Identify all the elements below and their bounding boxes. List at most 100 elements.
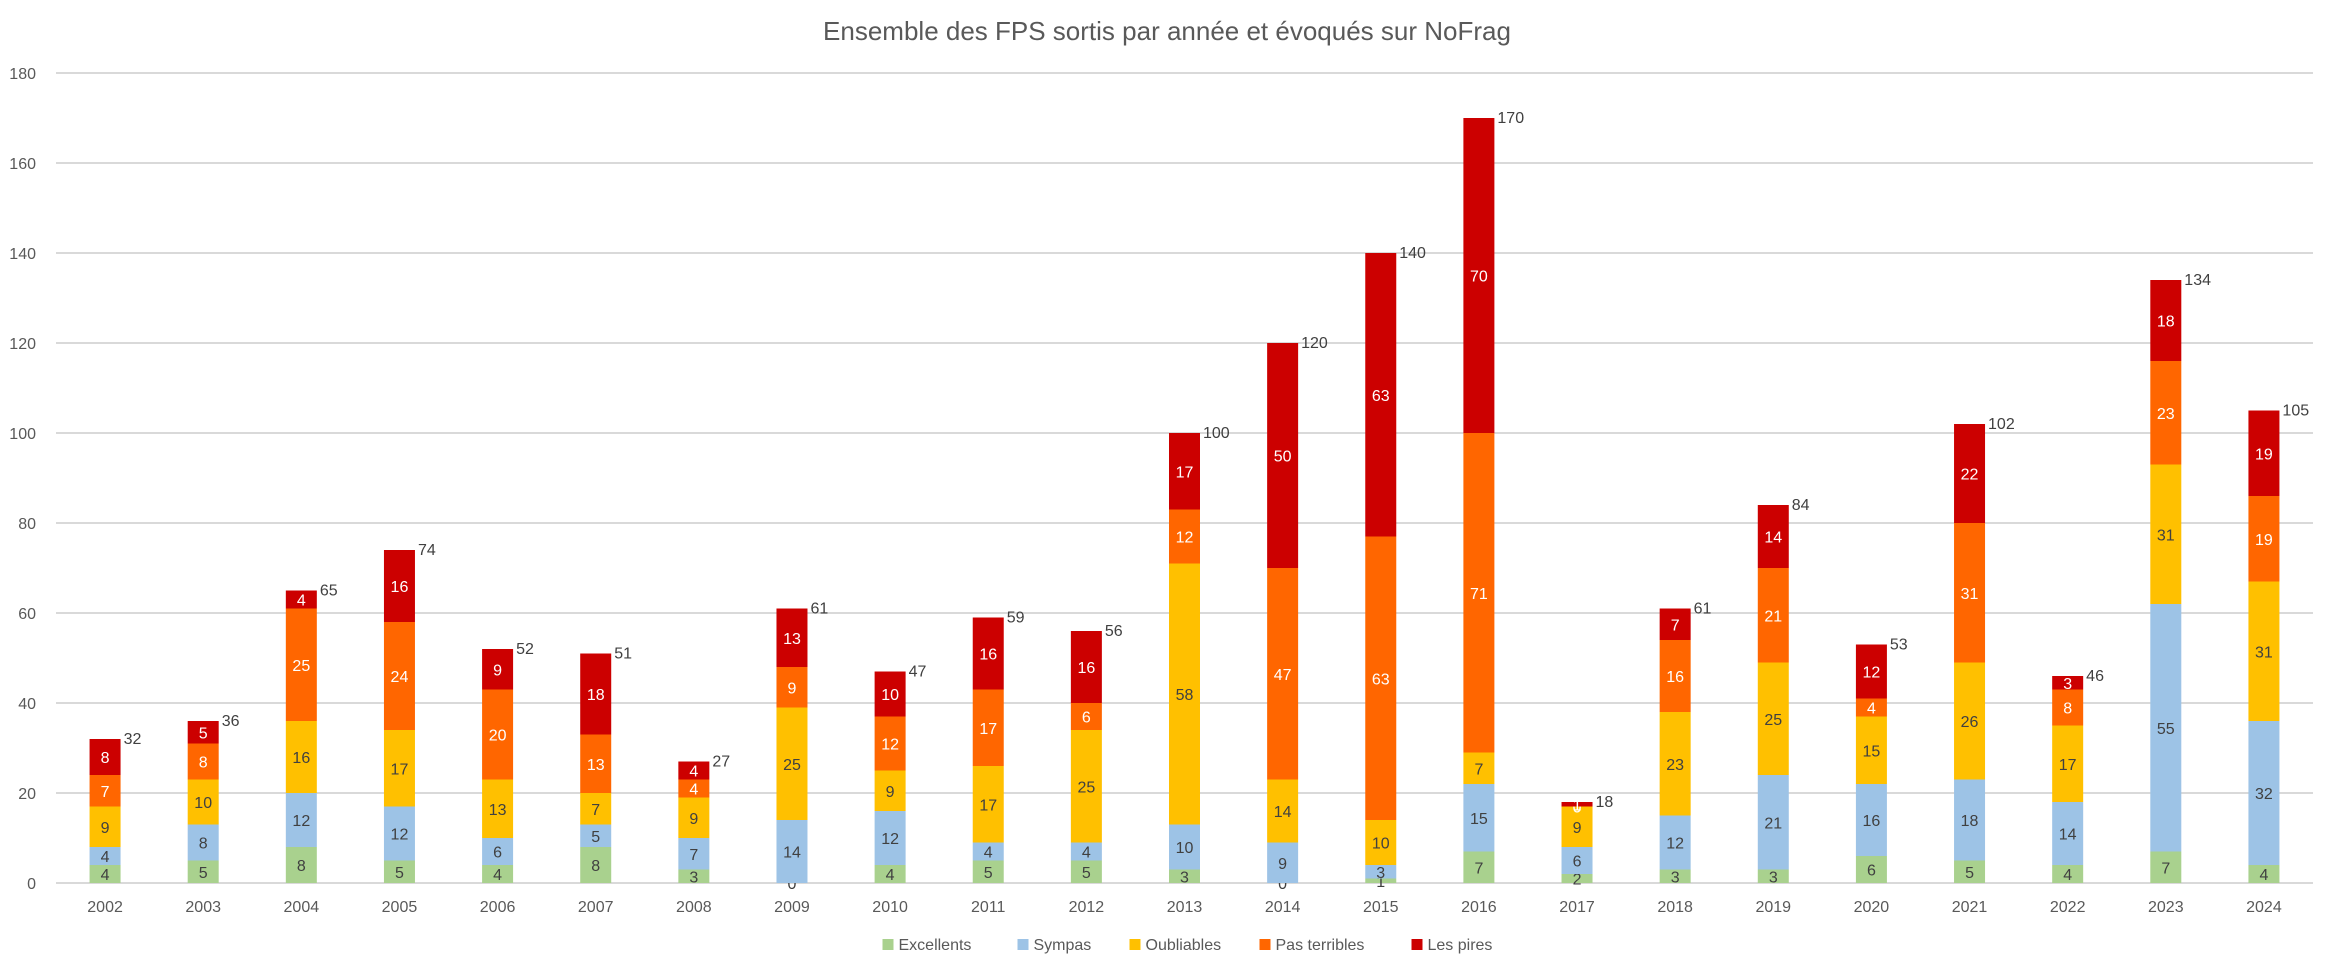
bar-group-2017: 26 9 01 18 bbox=[1561, 794, 1613, 889]
bar-segment-excellents bbox=[383, 860, 415, 883]
x-tick-label: 2003 bbox=[185, 899, 221, 916]
segment-value-label: 6 bbox=[1867, 863, 1876, 880]
bar-group-2002: 44 9 7 8 32 bbox=[89, 731, 141, 884]
bar-segment-sympas bbox=[285, 793, 317, 847]
segment-value-label: 8 bbox=[101, 750, 110, 767]
segment-value-label: 17 bbox=[979, 797, 997, 814]
segment-value-label: 6 bbox=[1573, 854, 1582, 871]
segment-value-label: 1 bbox=[1573, 797, 1582, 814]
segment-value-label: 31 bbox=[2255, 644, 2273, 661]
segment-value-label: 18 bbox=[2157, 314, 2175, 331]
bar-segment-pas-terribles bbox=[1267, 568, 1299, 780]
segment-value-label: 16 bbox=[979, 647, 997, 664]
total-value-label: 65 bbox=[320, 583, 338, 600]
segment-value-label: 7 bbox=[1474, 860, 1483, 877]
bar-segment-les-pires bbox=[874, 671, 906, 717]
x-tick-label: 2023 bbox=[2148, 899, 2184, 916]
bar-group-2019: 3 21 25 21 14 84 bbox=[1757, 497, 1810, 886]
bar-group-2005: 5 12 17 24 16 74 bbox=[383, 542, 436, 883]
x-tick-label: 2020 bbox=[1854, 899, 1890, 916]
bar-segment-oubliables bbox=[1561, 806, 1593, 847]
bar-group-2020: 6 16 15 4 12 53 bbox=[1855, 637, 1908, 883]
legend-label: Les pires bbox=[1428, 937, 1493, 954]
bar-segment-les-pires bbox=[1659, 608, 1691, 640]
segment-value-label: 47 bbox=[1274, 667, 1292, 684]
x-tick-label: 2018 bbox=[1657, 899, 1693, 916]
bar-segment-excellents bbox=[874, 865, 906, 883]
segment-value-label: 18 bbox=[587, 687, 605, 704]
legend-swatch bbox=[1259, 939, 1271, 950]
bar-segment-oubliables bbox=[89, 806, 121, 847]
bar-segment-les-pires bbox=[1757, 505, 1789, 568]
x-tick-label: 2010 bbox=[872, 899, 908, 916]
segment-value-label: 10 bbox=[881, 687, 899, 704]
segment-value-label: 14 bbox=[2059, 827, 2077, 844]
bar-segment-pas-terribles bbox=[1954, 523, 1986, 663]
segment-value-label: 18 bbox=[1961, 813, 1979, 830]
total-value-label: 36 bbox=[222, 713, 240, 730]
segment-value-label: 55 bbox=[2157, 721, 2175, 738]
segment-value-label: 8 bbox=[297, 858, 306, 875]
y-tick-label: 160 bbox=[9, 156, 36, 173]
y-tick-label: 100 bbox=[9, 426, 36, 443]
bar-segment-pas-terribles bbox=[1070, 703, 1102, 730]
x-tick-label: 2017 bbox=[1559, 899, 1595, 916]
segment-value-label: 20 bbox=[489, 728, 507, 745]
bar-segment-oubliables bbox=[776, 707, 808, 820]
total-value-label: 53 bbox=[1890, 637, 1908, 654]
x-tick-label: 2024 bbox=[2246, 899, 2282, 916]
segment-value-label: 12 bbox=[1176, 530, 1194, 547]
segment-value-label: 14 bbox=[1764, 530, 1782, 547]
segment-value-label: 23 bbox=[1666, 757, 1684, 774]
bar-group-2014: 0 9 14 47 50 120 bbox=[1267, 335, 1328, 893]
bar-segment-les-pires bbox=[89, 739, 121, 775]
segment-value-label: 7 bbox=[2161, 860, 2170, 877]
bar-segment-excellents bbox=[187, 860, 219, 883]
y-tick-label: 120 bbox=[9, 336, 36, 353]
bar-segment-sympas bbox=[1267, 842, 1299, 883]
x-tick-label: 2006 bbox=[480, 899, 516, 916]
segment-value-label: 50 bbox=[1274, 449, 1292, 466]
x-tick-label: 2013 bbox=[1167, 899, 1203, 916]
segment-value-label: 63 bbox=[1372, 671, 1390, 688]
y-tick-label: 140 bbox=[9, 246, 36, 263]
segment-value-label: 23 bbox=[2157, 406, 2175, 423]
segment-value-label: 7 bbox=[1671, 617, 1680, 634]
segment-value-label: 17 bbox=[979, 721, 997, 738]
segment-value-label: 4 bbox=[101, 849, 110, 866]
bar-segment-excellents bbox=[2248, 865, 2280, 883]
segment-value-label: 5 bbox=[591, 829, 600, 846]
bar-segment-oubliables bbox=[2052, 725, 2084, 802]
bar-segment-oubliables bbox=[1169, 563, 1200, 825]
y-tick-label: 40 bbox=[18, 696, 36, 713]
total-value-label: 100 bbox=[1203, 425, 1230, 442]
segment-value-label: 4 bbox=[886, 867, 895, 884]
segment-value-label: 8 bbox=[2063, 701, 2072, 718]
total-value-label: 120 bbox=[1301, 335, 1328, 352]
bar-segment-pas-terribles bbox=[580, 734, 612, 793]
segment-value-label: 0 bbox=[1573, 800, 1582, 817]
segment-value-label: 15 bbox=[1863, 743, 1881, 760]
bar-segment-les-pires bbox=[1463, 118, 1495, 433]
bar-segment-pas-terribles bbox=[972, 689, 1004, 766]
segment-value-label: 4 bbox=[2063, 867, 2072, 884]
segment-value-label: 5 bbox=[1082, 865, 1091, 882]
bar-segment-pas-terribles bbox=[1757, 568, 1789, 663]
bar-segment-sympas bbox=[874, 811, 906, 865]
bar-group-2023: 7 55 31 23 18 134 bbox=[2150, 272, 2211, 883]
bar-segment-sympas bbox=[1954, 779, 1986, 861]
segment-value-label: 3 bbox=[1769, 869, 1778, 886]
bar-segment-pas-terribles bbox=[383, 622, 415, 730]
segment-value-label: 32 bbox=[2255, 786, 2273, 803]
segment-value-label: 5 bbox=[199, 865, 208, 882]
segment-value-label: 25 bbox=[1077, 779, 1095, 796]
bar-group-2018: 3 12 23 16 7 61 bbox=[1659, 601, 1712, 886]
bar-segment-pas-terribles bbox=[285, 608, 317, 721]
total-value-label: 84 bbox=[1792, 497, 1810, 514]
segment-value-label: 71 bbox=[1470, 586, 1488, 603]
segment-value-label: 9 bbox=[1573, 820, 1582, 837]
bar-group-2021: 5 18 26 31 22 102 bbox=[1954, 416, 2015, 883]
bar-group-2022: 4 14 17 8 3 46 bbox=[2052, 668, 2104, 884]
total-value-label: 56 bbox=[1105, 623, 1123, 640]
